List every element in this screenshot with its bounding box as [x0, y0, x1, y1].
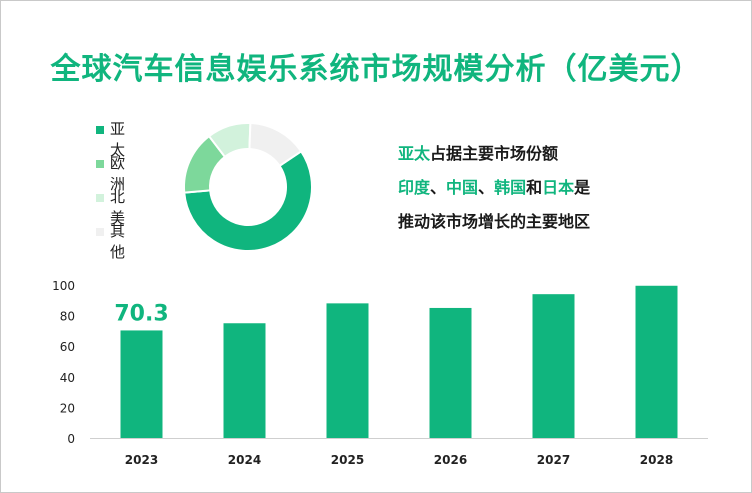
legend-label-north-america: 北美	[110, 188, 126, 227]
x-tick-label: 2024	[228, 453, 261, 467]
legend-label-other: 其他	[110, 222, 126, 261]
donut-slice-asia-pacific	[183, 149, 313, 252]
x-tick-label: 2025	[331, 453, 364, 467]
annotation-text: 是	[574, 178, 591, 197]
legend-swatch-north-america	[96, 194, 104, 202]
x-tick-label: 2023	[125, 453, 158, 467]
x-tick-label: 2026	[434, 453, 467, 467]
annotation-highlight-korea: 韩国	[494, 178, 527, 197]
x-tick-label: 2027	[537, 453, 570, 467]
annotation-separator: 、	[430, 178, 447, 197]
bar-2027	[532, 294, 575, 438]
annotation-line-3: 推动该市场增长的主要地区	[398, 212, 591, 231]
legend-swatch-asia-pacific	[96, 126, 104, 134]
annotation-highlight-india: 印度	[398, 178, 431, 197]
page-title: 全球汽车信息娱乐系统市场规模分析（亿美元）	[50, 52, 702, 87]
annotation-conjunction: 和	[526, 178, 543, 197]
y-tick-label: 40	[60, 371, 75, 385]
y-tick-label: 80	[60, 310, 75, 324]
annotation-highlight-asia-pacific: 亚太	[398, 144, 431, 163]
bar-2028	[635, 285, 678, 438]
bar-2025	[326, 303, 369, 438]
legend-label-europe: 欧洲	[110, 154, 126, 193]
annotation-highlight-japan: 日本	[542, 178, 575, 197]
annotation-text: 占据主要市场份额	[430, 144, 559, 163]
data-label-2023: 70.3	[114, 301, 168, 326]
legend-label-asia-pacific: 亚太	[110, 120, 126, 159]
y-tick-label: 0	[67, 432, 75, 446]
annotation-line-2: 印度、中国、韩国和日本是	[398, 171, 590, 205]
market-annotation: 亚太占据主要市场份额 印度、中国、韩国和日本是 推动该市场增长的主要地区	[398, 137, 590, 239]
y-tick-label: 20	[60, 401, 75, 415]
bar-2026	[429, 307, 472, 438]
x-tick-label: 2028	[640, 453, 673, 467]
annotation-line-1: 亚太占据主要市场份额	[398, 137, 590, 171]
legend-swatch-other	[96, 228, 104, 236]
bar-2024	[223, 323, 266, 438]
bar-2023	[120, 330, 163, 438]
y-tick-label: 100	[52, 279, 75, 293]
donut-slice-other	[248, 122, 303, 168]
legend-swatch-europe	[96, 160, 104, 168]
annotation-highlight-china: 中国	[446, 178, 479, 197]
y-tick-label: 60	[60, 340, 75, 354]
annotation-separator: 、	[478, 178, 495, 197]
